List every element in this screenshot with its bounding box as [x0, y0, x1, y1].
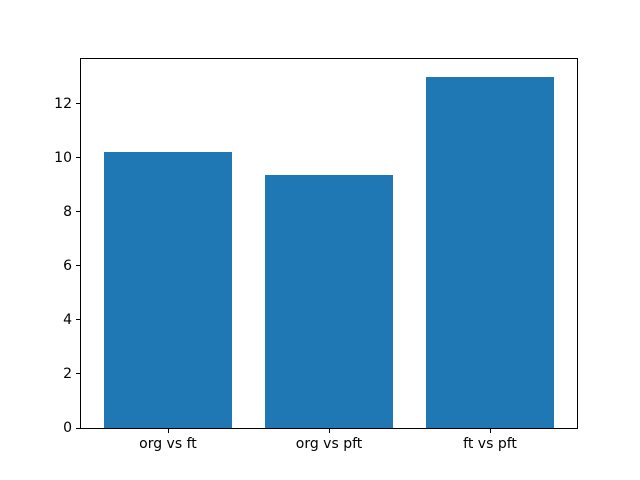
y-tick-label: 0	[63, 420, 72, 436]
x-tick-label: org vs pft	[295, 436, 363, 452]
x-tick-mark	[490, 429, 492, 433]
y-tick-mark	[76, 157, 80, 159]
y-tick-label: 6	[63, 257, 72, 274]
plot-area: org vs ft org vs pft ft vs pft 0 2 4 6 8 10 12	[54, 58, 578, 452]
y-tick-mark	[76, 103, 80, 105]
y-tick-mark	[76, 319, 80, 321]
bar-org-vs-ft	[103, 152, 233, 428]
y-tick-label: 4	[63, 311, 72, 328]
y-tick-mark	[76, 373, 80, 375]
x-tick-mark	[167, 429, 169, 433]
bar-ft-vs-pft	[425, 76, 555, 428]
y-tick-mark	[76, 265, 80, 267]
y-tick-label: 10	[54, 149, 72, 166]
y-tick-label: 12	[54, 95, 72, 112]
y-tick-label: 2	[63, 365, 72, 382]
x-tick-mark	[329, 429, 330, 433]
x-tick-label: ft vs pft	[463, 436, 517, 452]
y-tick-mark	[76, 211, 80, 213]
y-tick-mark	[76, 427, 80, 429]
x-tick-label: org vs ft	[139, 436, 197, 452]
bar-org-vs-pft	[264, 175, 394, 428]
y-tick-label: 8	[63, 203, 72, 220]
